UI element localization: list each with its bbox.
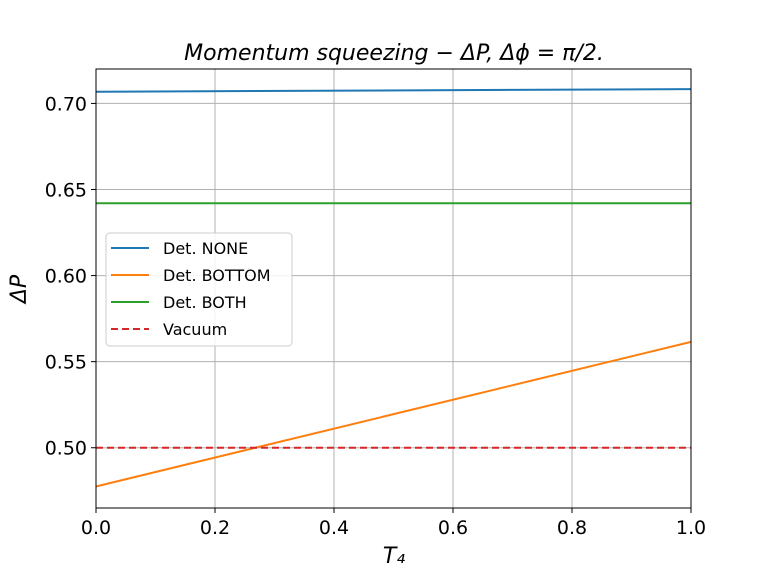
legend-label-0: Det. NONE (163, 239, 248, 258)
y-tick-label: 0.65 (45, 180, 87, 202)
ticks: 0.0 0.2 0.4 0.6 0.8 1.0 0.50 0.55 0.60 0.65 0.70 (45, 93, 706, 539)
chart-title: Momentum squeezing − ΔP, Δϕ = π/2. (184, 41, 604, 66)
y-tick-label: 0.70 (45, 93, 87, 115)
y-tick-label: 0.60 (45, 266, 87, 288)
series-line-1 (95, 340, 692, 488)
legend-box (105, 232, 293, 347)
plot-frame (95, 68, 692, 509)
legend-label-2: Det. BOTH (163, 293, 247, 312)
x-tick-label: 0.4 (319, 517, 349, 539)
x-tick-label: 0.6 (438, 517, 468, 539)
y-tick-label: 0.55 (45, 352, 87, 374)
x-tick-label: 1.0 (676, 517, 706, 539)
x-tick-label: 0.0 (81, 517, 111, 539)
legend-label-3: Vacuum (163, 320, 227, 339)
legend: Det. NONE Det. BOTTOM Det. BOTH Vacuum (105, 232, 293, 347)
x-tick-label: 0.2 (200, 517, 230, 539)
x-axis-label: T₄ (383, 544, 405, 569)
x-tick-label: 0.8 (557, 517, 587, 539)
y-axis-label: ΔP (7, 274, 32, 305)
series-layer (95, 88, 692, 488)
y-tick-label: 0.50 (45, 438, 87, 460)
legend-label-1: Det. BOTTOM (163, 266, 271, 285)
series-line-0 (95, 88, 692, 93)
